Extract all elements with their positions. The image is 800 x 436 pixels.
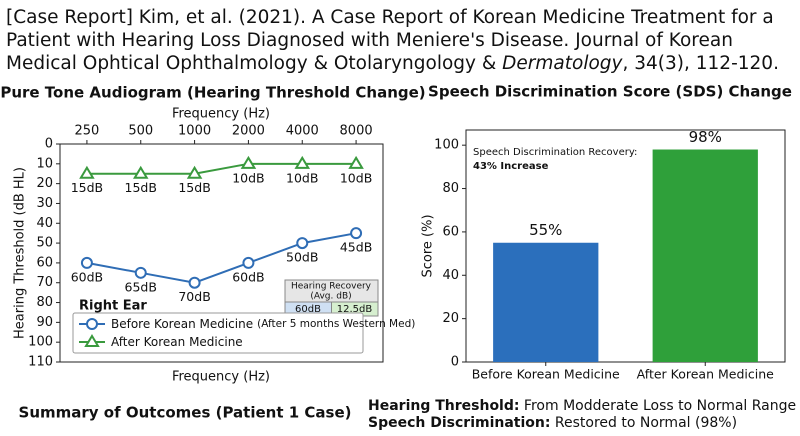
table-cell-text: 12.5dB: [337, 304, 373, 315]
y-tick-label: 90: [36, 315, 53, 330]
y-tick-label: 10: [36, 156, 53, 171]
value-label: 10dB: [340, 170, 372, 185]
value-label: 55%: [529, 221, 562, 239]
legend-marker: [86, 318, 98, 330]
x-tick-label: 2000: [232, 124, 265, 139]
line: [86, 162, 357, 175]
annotation: 43% Increase: [473, 161, 549, 172]
marker: [240, 155, 257, 169]
legend-label: Before Korean Medicine (After 5 months We…: [111, 317, 415, 331]
value-label: 10dB: [232, 170, 264, 185]
x-tick-label: After Korean Medicine: [637, 367, 774, 382]
y-tick-label: 100: [434, 138, 459, 153]
x-tick-label: 250: [75, 124, 100, 139]
citation-text: [Case Report] Kim, et al. (2021). A Case…: [6, 7, 774, 74]
value-label: 65dB: [125, 279, 157, 294]
marker: [242, 256, 255, 269]
x-tick-label: 500: [128, 124, 153, 139]
legend-label: After Korean Medicine: [111, 335, 243, 349]
marker: [294, 155, 311, 169]
value-label: 60dB: [232, 269, 264, 284]
y-tick-label: 60: [36, 255, 53, 270]
footer-text: From Modderate Loss to Normal Range: [519, 398, 796, 414]
legend-marker: [84, 334, 100, 347]
footer-line: Hearing Threshold: From Modderate Loss t…: [368, 398, 796, 414]
y-tick-label: 0: [451, 355, 459, 370]
legend-name: Before Korean Medicine: [111, 317, 253, 331]
marker: [80, 256, 93, 269]
x-axis-label: Frequency (Hz): [172, 370, 270, 385]
value-label: 45dB: [340, 240, 372, 255]
value-label: 15dB: [71, 180, 103, 195]
table-title: (Avg. dB): [310, 292, 351, 302]
value-label: 60dB: [71, 269, 103, 284]
y-tick-label: 30: [36, 196, 53, 211]
y-tick-label: 80: [36, 295, 53, 310]
legend-title: Right Ear: [79, 299, 147, 314]
footer-text: Restored to Normal (98%): [550, 415, 737, 431]
value-label: 70dB: [178, 289, 210, 304]
marker: [188, 276, 201, 289]
marker: [132, 165, 149, 179]
y-axis-label: Hearing Threshold (dB HL): [13, 167, 28, 339]
plot-frame: [465, 129, 786, 363]
x-tick-label: Before Korean Medicine: [472, 367, 620, 382]
line: [86, 232, 357, 284]
citation: [Case Report] Kim, et al. (2021). A Case…: [6, 6, 798, 75]
marker: [79, 165, 95, 179]
chart-title: Speech Discrimination Score (SDS) Change: [428, 83, 792, 101]
marker: [134, 266, 147, 279]
plot-frame: [59, 143, 384, 363]
y-tick-label: 50: [36, 236, 53, 251]
y-tick-label: 70: [36, 275, 53, 290]
value-label: 15dB: [178, 180, 210, 195]
value-label: 10dB: [286, 170, 318, 185]
footer-title: Summary of Outcomes (Patient 1 Case): [19, 404, 352, 422]
value-label: 98%: [689, 128, 722, 146]
legend-name: After Korean Medicine: [111, 335, 243, 349]
chart-title: Pure Tone Audiogram (Hearing Threshold C…: [0, 84, 425, 102]
y-tick-label: 60: [442, 224, 459, 239]
marker: [348, 155, 364, 169]
x-tick-label: 1000: [178, 124, 211, 139]
y-tick-label: 20: [36, 176, 53, 191]
bar: [493, 242, 599, 362]
value-label: 15dB: [125, 180, 157, 195]
footer-label: Hearing Threshold:: [368, 398, 519, 414]
value-label: 50dB: [286, 250, 318, 265]
footer-label: Speech Discrimination:: [368, 415, 550, 431]
y-tick-label: 100: [28, 335, 53, 350]
y-tick-label: 80: [442, 181, 459, 196]
footer-line: Speech Discrimination: Restored to Norma…: [368, 415, 737, 431]
marker: [350, 227, 363, 240]
y-tick-label: 0: [45, 137, 53, 152]
x-tick-label: 8000: [340, 124, 373, 139]
y-axis-label: Score (%): [421, 214, 436, 277]
marker: [296, 237, 309, 250]
table-title: Hearing Recovery: [291, 282, 372, 292]
y-tick-label: 40: [442, 268, 459, 283]
x-tick-label: 4000: [286, 124, 319, 139]
marker: [186, 165, 203, 179]
annotation: Speech Discrimination Recovery:: [473, 147, 637, 158]
y-tick-label: 40: [36, 216, 53, 231]
journal-italic: Dermatology: [502, 53, 623, 74]
y-tick-label: 110: [28, 355, 53, 370]
x-axis-label-top: Frequency (Hz): [172, 107, 270, 122]
bar: [652, 149, 758, 362]
legend-box: [72, 312, 364, 354]
table-cell-text: 60dB: [295, 304, 321, 315]
citation-end: , 34(3), 112-120.: [622, 53, 779, 74]
legend-note: (After 5 months Western Med): [257, 318, 415, 330]
y-tick-label: 20: [442, 311, 459, 326]
